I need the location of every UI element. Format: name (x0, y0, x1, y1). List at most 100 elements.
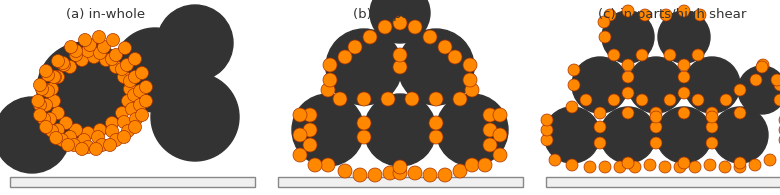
Circle shape (636, 94, 648, 106)
Circle shape (734, 157, 746, 169)
Circle shape (90, 143, 102, 155)
Circle shape (81, 44, 94, 58)
Circle shape (692, 49, 704, 61)
Circle shape (303, 138, 317, 152)
Circle shape (127, 89, 140, 102)
Circle shape (48, 71, 61, 83)
Circle shape (77, 134, 90, 146)
Circle shape (123, 82, 136, 96)
Circle shape (100, 53, 112, 66)
Circle shape (119, 42, 132, 54)
Circle shape (568, 64, 580, 76)
Circle shape (584, 161, 596, 173)
Circle shape (364, 94, 436, 166)
Circle shape (658, 11, 710, 63)
Circle shape (659, 161, 671, 173)
Text: (c) in-parts/high shear: (c) in-parts/high shear (598, 8, 746, 21)
Circle shape (448, 50, 462, 64)
Circle shape (118, 130, 130, 144)
Circle shape (692, 94, 704, 106)
Circle shape (453, 164, 467, 178)
Circle shape (58, 58, 70, 72)
Bar (278, 177, 523, 187)
Circle shape (51, 54, 65, 67)
Circle shape (303, 108, 317, 122)
Circle shape (438, 168, 452, 182)
Circle shape (95, 138, 108, 152)
Circle shape (734, 107, 746, 119)
Circle shape (738, 66, 780, 114)
Circle shape (93, 30, 105, 43)
Circle shape (129, 113, 143, 126)
Circle shape (383, 166, 397, 180)
Circle shape (706, 137, 718, 149)
Circle shape (644, 159, 656, 171)
Circle shape (293, 128, 307, 142)
Circle shape (720, 94, 732, 106)
Circle shape (69, 123, 83, 136)
Circle shape (622, 59, 634, 71)
Circle shape (706, 121, 718, 133)
Circle shape (541, 124, 553, 136)
Circle shape (126, 103, 139, 115)
Circle shape (436, 94, 508, 166)
Circle shape (40, 121, 52, 134)
Circle shape (323, 58, 337, 72)
Circle shape (41, 83, 55, 97)
Circle shape (51, 106, 65, 120)
Circle shape (45, 82, 58, 96)
Circle shape (113, 28, 197, 112)
Circle shape (303, 123, 317, 137)
Circle shape (438, 40, 452, 54)
Circle shape (684, 57, 740, 113)
Circle shape (118, 115, 130, 129)
Circle shape (544, 107, 600, 163)
Circle shape (122, 95, 134, 107)
Circle shape (55, 134, 69, 146)
Circle shape (429, 116, 443, 130)
Circle shape (622, 157, 634, 169)
Circle shape (104, 138, 116, 152)
Circle shape (378, 20, 392, 34)
Circle shape (639, 9, 651, 21)
Circle shape (51, 71, 65, 83)
Circle shape (357, 116, 371, 130)
Circle shape (129, 71, 141, 83)
Circle shape (292, 94, 364, 166)
Circle shape (109, 134, 122, 146)
Circle shape (40, 65, 52, 77)
Circle shape (393, 16, 407, 30)
Circle shape (636, 49, 648, 61)
Circle shape (293, 108, 307, 122)
Circle shape (41, 68, 55, 82)
Circle shape (408, 166, 422, 180)
Circle shape (129, 121, 141, 134)
Circle shape (779, 134, 780, 146)
Circle shape (63, 60, 76, 74)
Circle shape (604, 9, 616, 21)
Circle shape (483, 123, 497, 137)
Circle shape (98, 41, 111, 53)
Circle shape (629, 161, 641, 173)
Circle shape (370, 0, 430, 43)
Circle shape (423, 168, 437, 182)
Circle shape (338, 50, 352, 64)
Circle shape (628, 57, 684, 113)
Circle shape (465, 158, 479, 172)
Circle shape (774, 79, 780, 91)
Circle shape (771, 74, 780, 86)
Circle shape (580, 94, 592, 106)
Circle shape (44, 113, 56, 126)
Circle shape (756, 61, 768, 73)
Circle shape (493, 128, 507, 142)
Circle shape (56, 57, 69, 69)
Circle shape (81, 141, 94, 153)
Circle shape (120, 58, 133, 72)
Circle shape (136, 108, 148, 121)
Circle shape (566, 101, 578, 113)
Circle shape (65, 41, 77, 53)
Circle shape (94, 46, 107, 59)
Circle shape (622, 87, 634, 99)
Circle shape (381, 92, 395, 106)
Circle shape (764, 154, 776, 166)
